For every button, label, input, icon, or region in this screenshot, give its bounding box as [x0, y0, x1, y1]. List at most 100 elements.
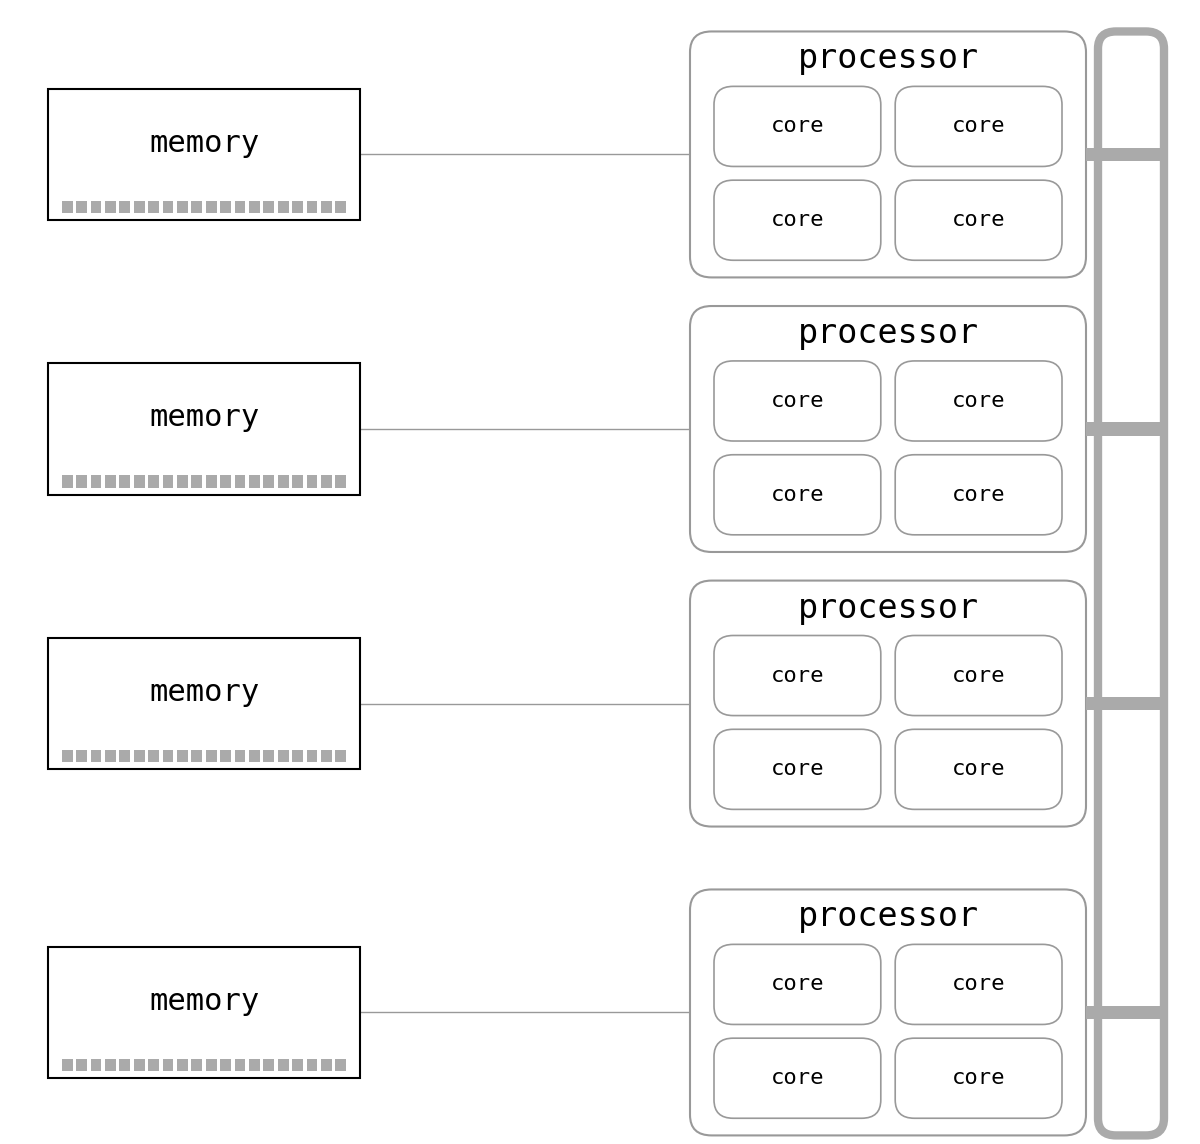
Bar	[62, 750, 73, 762]
Bar	[48, 364, 360, 494]
Text: core: core	[952, 666, 1006, 685]
Bar	[1098, 148, 1164, 161]
Bar	[307, 475, 318, 487]
Bar	[120, 201, 130, 213]
FancyBboxPatch shape	[895, 945, 1062, 1025]
Text: core: core	[770, 485, 824, 505]
FancyBboxPatch shape	[895, 730, 1062, 810]
Bar	[134, 750, 145, 762]
FancyBboxPatch shape	[895, 454, 1062, 535]
Text: core: core	[952, 210, 1006, 230]
Bar	[120, 1059, 130, 1071]
Bar	[293, 1059, 302, 1071]
Bar	[77, 1059, 88, 1071]
Bar	[77, 475, 88, 487]
Bar	[293, 750, 302, 762]
Bar	[264, 475, 275, 487]
Bar	[1086, 148, 1098, 161]
Bar	[134, 201, 145, 213]
Bar	[278, 201, 289, 213]
Bar	[336, 201, 347, 213]
Text: processor: processor	[798, 317, 978, 350]
Bar	[91, 750, 101, 762]
Text: core: core	[952, 760, 1006, 779]
Bar	[178, 1059, 188, 1071]
Bar	[1098, 697, 1164, 710]
Bar	[1086, 697, 1098, 710]
Bar	[62, 201, 73, 213]
Text: memory: memory	[149, 128, 259, 158]
Bar	[91, 1059, 101, 1071]
Bar	[322, 475, 331, 487]
Text: core: core	[952, 117, 1006, 136]
Bar	[264, 750, 275, 762]
Bar	[163, 201, 174, 213]
Bar	[48, 89, 360, 220]
Bar	[163, 750, 174, 762]
FancyBboxPatch shape	[690, 307, 1086, 553]
FancyBboxPatch shape	[714, 87, 881, 167]
Text: memory: memory	[149, 986, 259, 1016]
Bar	[264, 201, 275, 213]
Bar	[307, 1059, 318, 1071]
Bar	[106, 201, 116, 213]
Bar	[206, 201, 217, 213]
Bar	[206, 1059, 217, 1071]
Bar	[293, 475, 302, 487]
Bar	[278, 475, 289, 487]
Bar	[120, 750, 130, 762]
Bar	[192, 750, 203, 762]
Bar	[206, 475, 217, 487]
Bar	[163, 1059, 174, 1071]
Bar	[221, 750, 232, 762]
Bar	[235, 1059, 246, 1071]
Bar	[106, 1059, 116, 1071]
FancyBboxPatch shape	[714, 635, 881, 716]
Bar	[250, 750, 260, 762]
Bar	[336, 1059, 347, 1071]
Text: core: core	[952, 1068, 1006, 1088]
FancyBboxPatch shape	[1098, 31, 1164, 1135]
Text: core: core	[770, 117, 824, 136]
Text: core: core	[770, 666, 824, 685]
Text: processor: processor	[798, 900, 978, 934]
Bar	[163, 475, 174, 487]
FancyBboxPatch shape	[895, 635, 1062, 716]
Bar	[149, 1059, 160, 1071]
Bar	[178, 750, 188, 762]
Text: core: core	[770, 210, 824, 230]
Bar	[322, 750, 331, 762]
Bar	[336, 750, 347, 762]
Text: processor: processor	[798, 591, 978, 625]
Bar	[149, 750, 160, 762]
Bar	[1086, 422, 1098, 436]
Bar	[307, 201, 318, 213]
Text: core: core	[770, 760, 824, 779]
FancyBboxPatch shape	[690, 580, 1086, 826]
FancyBboxPatch shape	[714, 454, 881, 535]
Bar	[192, 475, 203, 487]
Bar	[322, 1059, 331, 1071]
FancyBboxPatch shape	[895, 87, 1062, 167]
Bar	[221, 475, 232, 487]
Bar	[178, 201, 188, 213]
Bar	[48, 638, 360, 769]
Bar	[264, 1059, 275, 1071]
Text: core: core	[952, 391, 1006, 411]
Bar	[134, 1059, 145, 1071]
Bar	[250, 201, 260, 213]
Bar	[322, 201, 331, 213]
FancyBboxPatch shape	[714, 1039, 881, 1119]
Bar	[192, 201, 203, 213]
FancyBboxPatch shape	[714, 730, 881, 810]
Bar	[77, 201, 88, 213]
Bar	[278, 1059, 289, 1071]
Bar	[62, 1059, 73, 1071]
Bar	[206, 750, 217, 762]
FancyBboxPatch shape	[690, 890, 1086, 1135]
FancyBboxPatch shape	[714, 362, 881, 442]
Bar	[221, 201, 232, 213]
Bar	[235, 475, 246, 487]
Text: core: core	[770, 1068, 824, 1088]
Text: memory: memory	[149, 403, 259, 432]
